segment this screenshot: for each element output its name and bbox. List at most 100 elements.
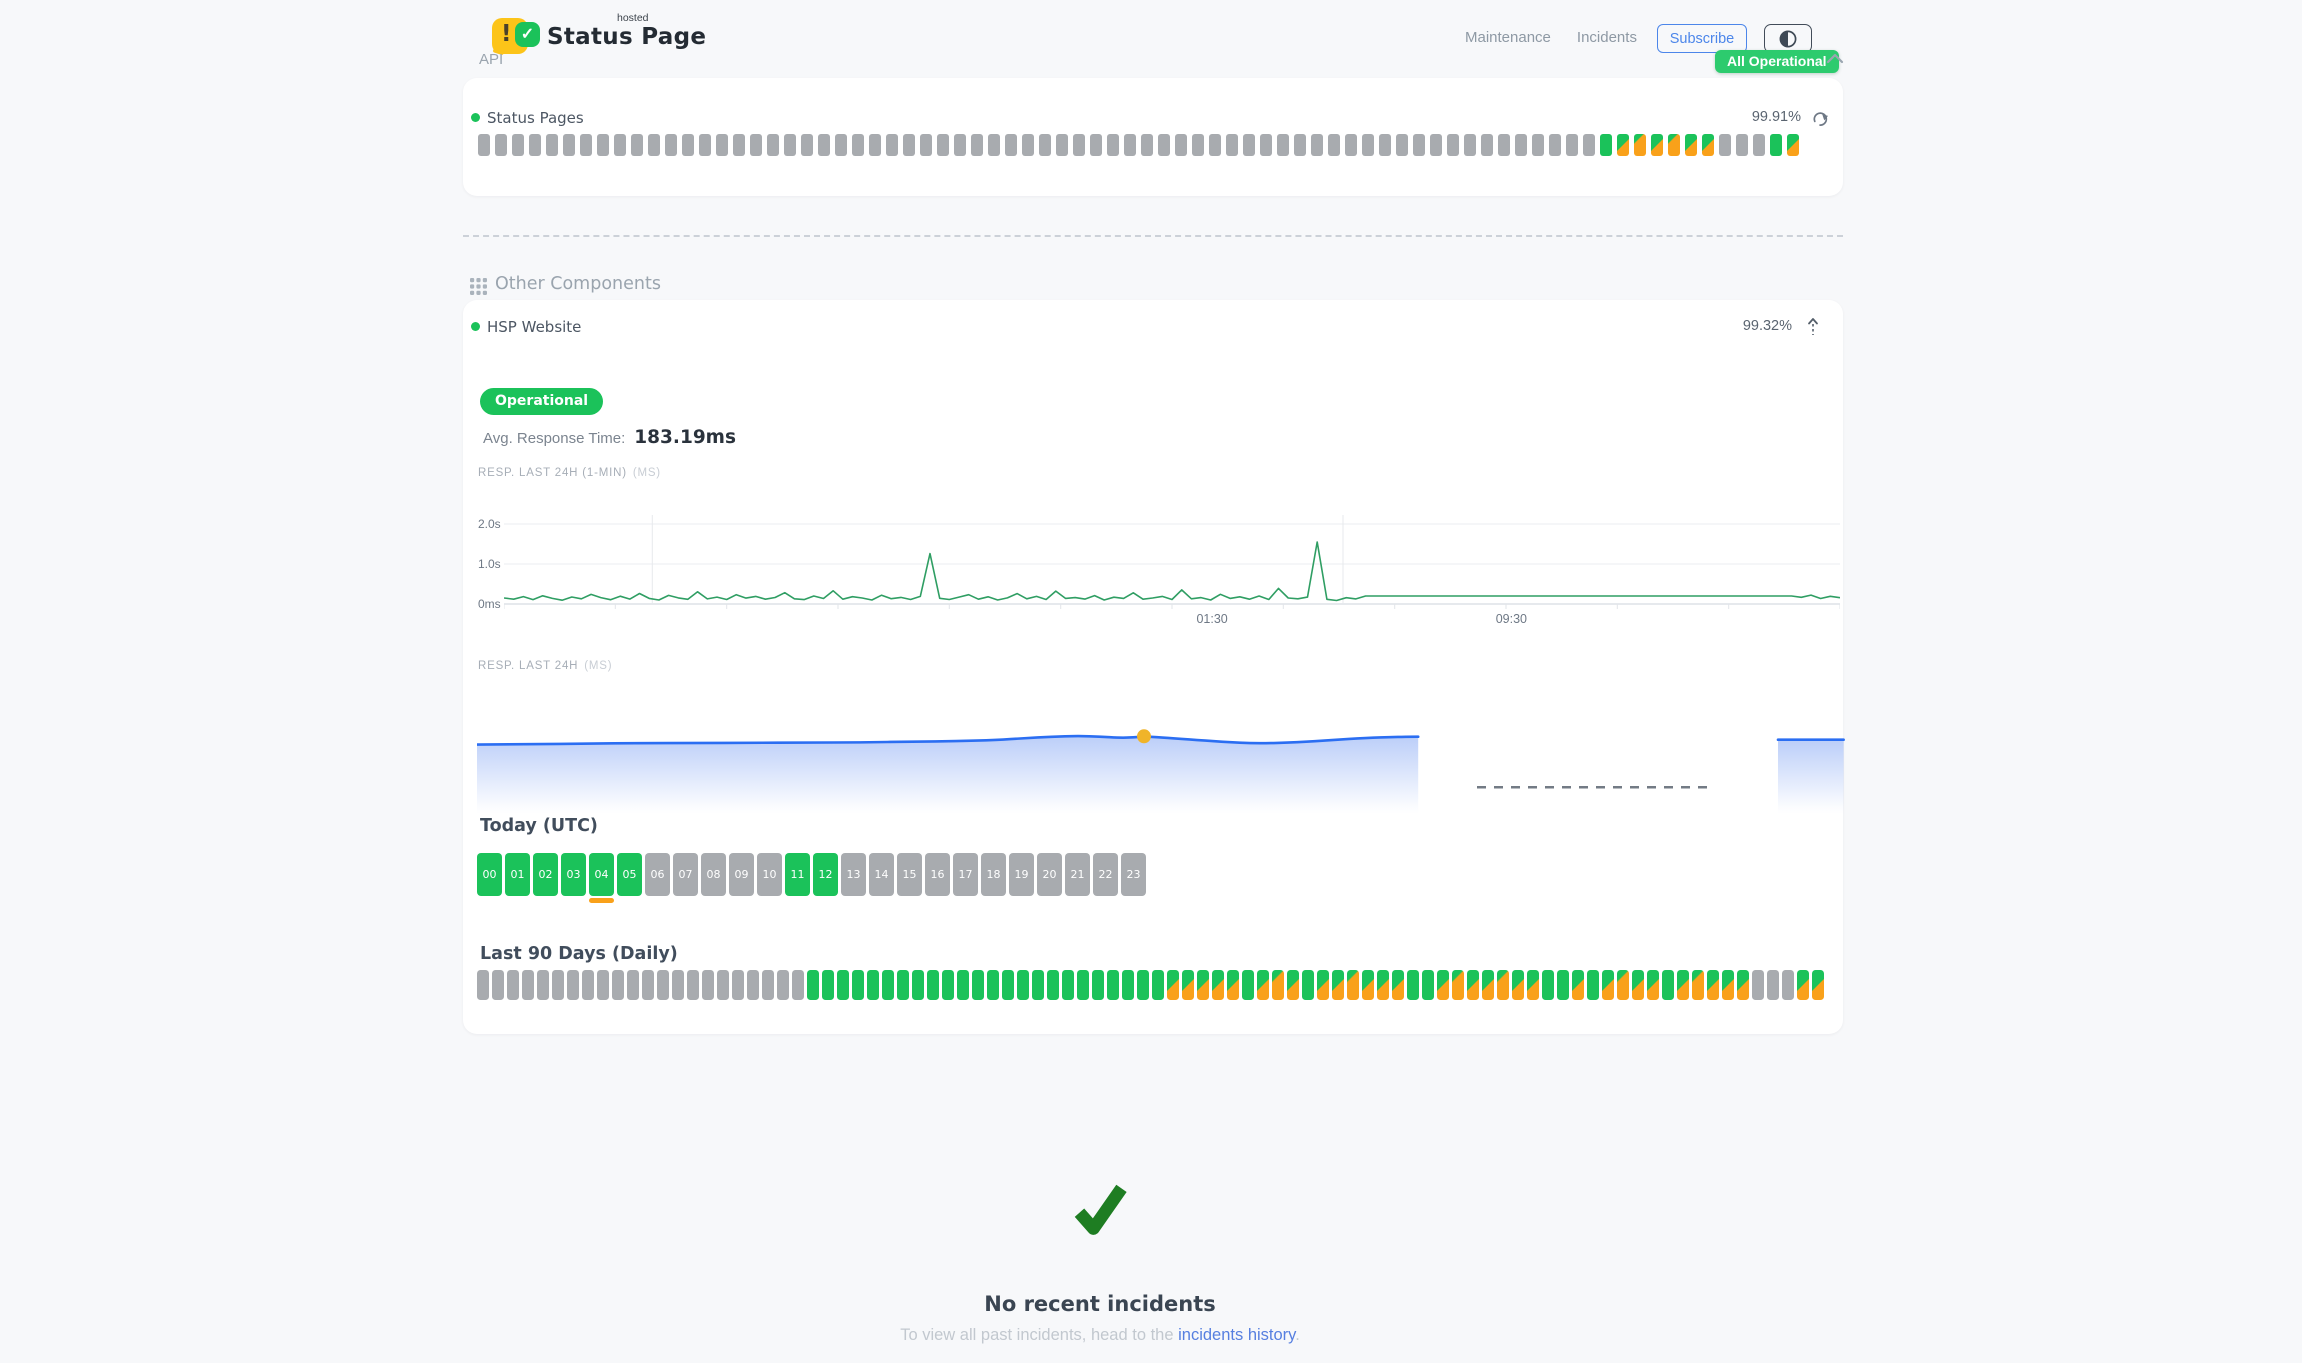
uptime-bar[interactable] bbox=[937, 134, 949, 156]
uptime-bar[interactable] bbox=[699, 134, 711, 156]
daily-bar[interactable] bbox=[1197, 970, 1209, 1000]
daily-bar[interactable] bbox=[1062, 970, 1074, 1000]
uptime-bar[interactable] bbox=[1107, 134, 1119, 156]
hour-box-00[interactable]: 00 bbox=[477, 853, 502, 896]
daily-bar[interactable] bbox=[1482, 970, 1494, 1000]
daily-bar[interactable] bbox=[627, 970, 639, 1000]
uptime-bar[interactable] bbox=[1549, 134, 1561, 156]
uptime-bar[interactable] bbox=[1753, 134, 1765, 156]
daily-bar[interactable] bbox=[897, 970, 909, 1000]
uptime-bar[interactable] bbox=[1464, 134, 1476, 156]
hour-box-13[interactable]: 13 bbox=[841, 853, 866, 896]
hour-box-12[interactable]: 12 bbox=[813, 853, 838, 896]
hour-box-08[interactable]: 08 bbox=[701, 853, 726, 896]
uptime-bar[interactable] bbox=[1702, 134, 1714, 156]
uptime-bar[interactable] bbox=[1158, 134, 1170, 156]
daily-bar[interactable] bbox=[837, 970, 849, 1000]
hour-box-03[interactable]: 03 bbox=[561, 853, 586, 896]
uptime-bar[interactable] bbox=[1566, 134, 1578, 156]
uptime-bar[interactable] bbox=[1175, 134, 1187, 156]
daily-bar[interactable] bbox=[507, 970, 519, 1000]
uptime-bar[interactable] bbox=[495, 134, 507, 156]
uptime-bar[interactable] bbox=[869, 134, 881, 156]
daily-bar[interactable] bbox=[1602, 970, 1614, 1000]
daily-bar[interactable] bbox=[567, 970, 579, 1000]
daily-bar[interactable] bbox=[1227, 970, 1239, 1000]
hour-box-05[interactable]: 05 bbox=[617, 853, 642, 896]
refresh-icon[interactable] bbox=[1811, 110, 1830, 134]
daily-bar[interactable] bbox=[1287, 970, 1299, 1000]
daily-bar[interactable] bbox=[1782, 970, 1794, 1000]
uptime-bar[interactable] bbox=[1515, 134, 1527, 156]
uptime-bar[interactable] bbox=[1039, 134, 1051, 156]
daily-bar[interactable] bbox=[1797, 970, 1809, 1000]
daily-bar[interactable] bbox=[1662, 970, 1674, 1000]
daily-bar[interactable] bbox=[1257, 970, 1269, 1000]
hour-box-11[interactable]: 11 bbox=[785, 853, 810, 896]
daily-bar[interactable] bbox=[1647, 970, 1659, 1000]
daily-bar[interactable] bbox=[1527, 970, 1539, 1000]
uptime-bar[interactable] bbox=[988, 134, 1000, 156]
daily-bar[interactable] bbox=[1077, 970, 1089, 1000]
daily-bar[interactable] bbox=[987, 970, 999, 1000]
uptime-bar[interactable] bbox=[665, 134, 677, 156]
hour-box-18[interactable]: 18 bbox=[981, 853, 1006, 896]
daily-bar[interactable] bbox=[1092, 970, 1104, 1000]
uptime-bar[interactable] bbox=[1243, 134, 1255, 156]
uptime-bar[interactable] bbox=[971, 134, 983, 156]
daily-bar[interactable] bbox=[942, 970, 954, 1000]
daily-bar[interactable] bbox=[1587, 970, 1599, 1000]
hour-box-02[interactable]: 02 bbox=[533, 853, 558, 896]
hour-box-04[interactable]: 04 bbox=[589, 853, 614, 903]
daily-bar[interactable] bbox=[1752, 970, 1764, 1000]
uptime-bar[interactable] bbox=[1226, 134, 1238, 156]
uptime-bar[interactable] bbox=[954, 134, 966, 156]
uptime-bar[interactable] bbox=[1447, 134, 1459, 156]
hour-box-14[interactable]: 14 bbox=[869, 853, 894, 896]
uptime-bar[interactable] bbox=[1022, 134, 1034, 156]
daily-bar[interactable] bbox=[1272, 970, 1284, 1000]
uptime-bar[interactable] bbox=[1379, 134, 1391, 156]
daily-bar[interactable] bbox=[1812, 970, 1824, 1000]
uptime-bar[interactable] bbox=[784, 134, 796, 156]
daily-bar[interactable] bbox=[972, 970, 984, 1000]
uptime-bar[interactable] bbox=[801, 134, 813, 156]
daily-bar[interactable] bbox=[717, 970, 729, 1000]
daily-bar[interactable] bbox=[927, 970, 939, 1000]
daily-bar[interactable] bbox=[1362, 970, 1374, 1000]
hour-box-09[interactable]: 09 bbox=[729, 853, 754, 896]
uptime-bar[interactable] bbox=[1345, 134, 1357, 156]
daily-bar[interactable] bbox=[1452, 970, 1464, 1000]
daily-bar[interactable] bbox=[1677, 970, 1689, 1000]
incidents-history-link[interactable]: incidents history bbox=[1178, 1326, 1296, 1344]
hour-box-22[interactable]: 22 bbox=[1093, 853, 1118, 896]
subscribe-button[interactable]: Subscribe bbox=[1657, 24, 1747, 53]
daily-bar[interactable] bbox=[1632, 970, 1644, 1000]
daily-bar[interactable] bbox=[867, 970, 879, 1000]
daily-bar[interactable] bbox=[642, 970, 654, 1000]
daily-bar[interactable] bbox=[1332, 970, 1344, 1000]
uptime-bar[interactable] bbox=[1634, 134, 1646, 156]
uptime-bar[interactable] bbox=[1498, 134, 1510, 156]
uptime-bar[interactable] bbox=[1430, 134, 1442, 156]
uptime-bar[interactable] bbox=[1532, 134, 1544, 156]
daily-bar[interactable] bbox=[1392, 970, 1404, 1000]
daily-bar[interactable] bbox=[1137, 970, 1149, 1000]
uptime-bar[interactable] bbox=[563, 134, 575, 156]
uptime-bar[interactable] bbox=[750, 134, 762, 156]
hour-box-10[interactable]: 10 bbox=[757, 853, 782, 896]
daily-bar[interactable] bbox=[912, 970, 924, 1000]
daily-bar[interactable] bbox=[582, 970, 594, 1000]
response-time-line-chart[interactable] bbox=[504, 512, 1840, 610]
collapse-chevron-up-icon[interactable] bbox=[1826, 52, 1844, 70]
daily-bar[interactable] bbox=[1722, 970, 1734, 1000]
daily-bar[interactable] bbox=[1467, 970, 1479, 1000]
daily-bar[interactable] bbox=[1692, 970, 1704, 1000]
uptime-bar[interactable] bbox=[1481, 134, 1493, 156]
daily-bar[interactable] bbox=[792, 970, 804, 1000]
uptime-bar[interactable] bbox=[1311, 134, 1323, 156]
hour-box-23[interactable]: 23 bbox=[1121, 853, 1146, 896]
daily-bar[interactable] bbox=[1317, 970, 1329, 1000]
uptime-bar[interactable] bbox=[1328, 134, 1340, 156]
daily-bar[interactable] bbox=[1047, 970, 1059, 1000]
